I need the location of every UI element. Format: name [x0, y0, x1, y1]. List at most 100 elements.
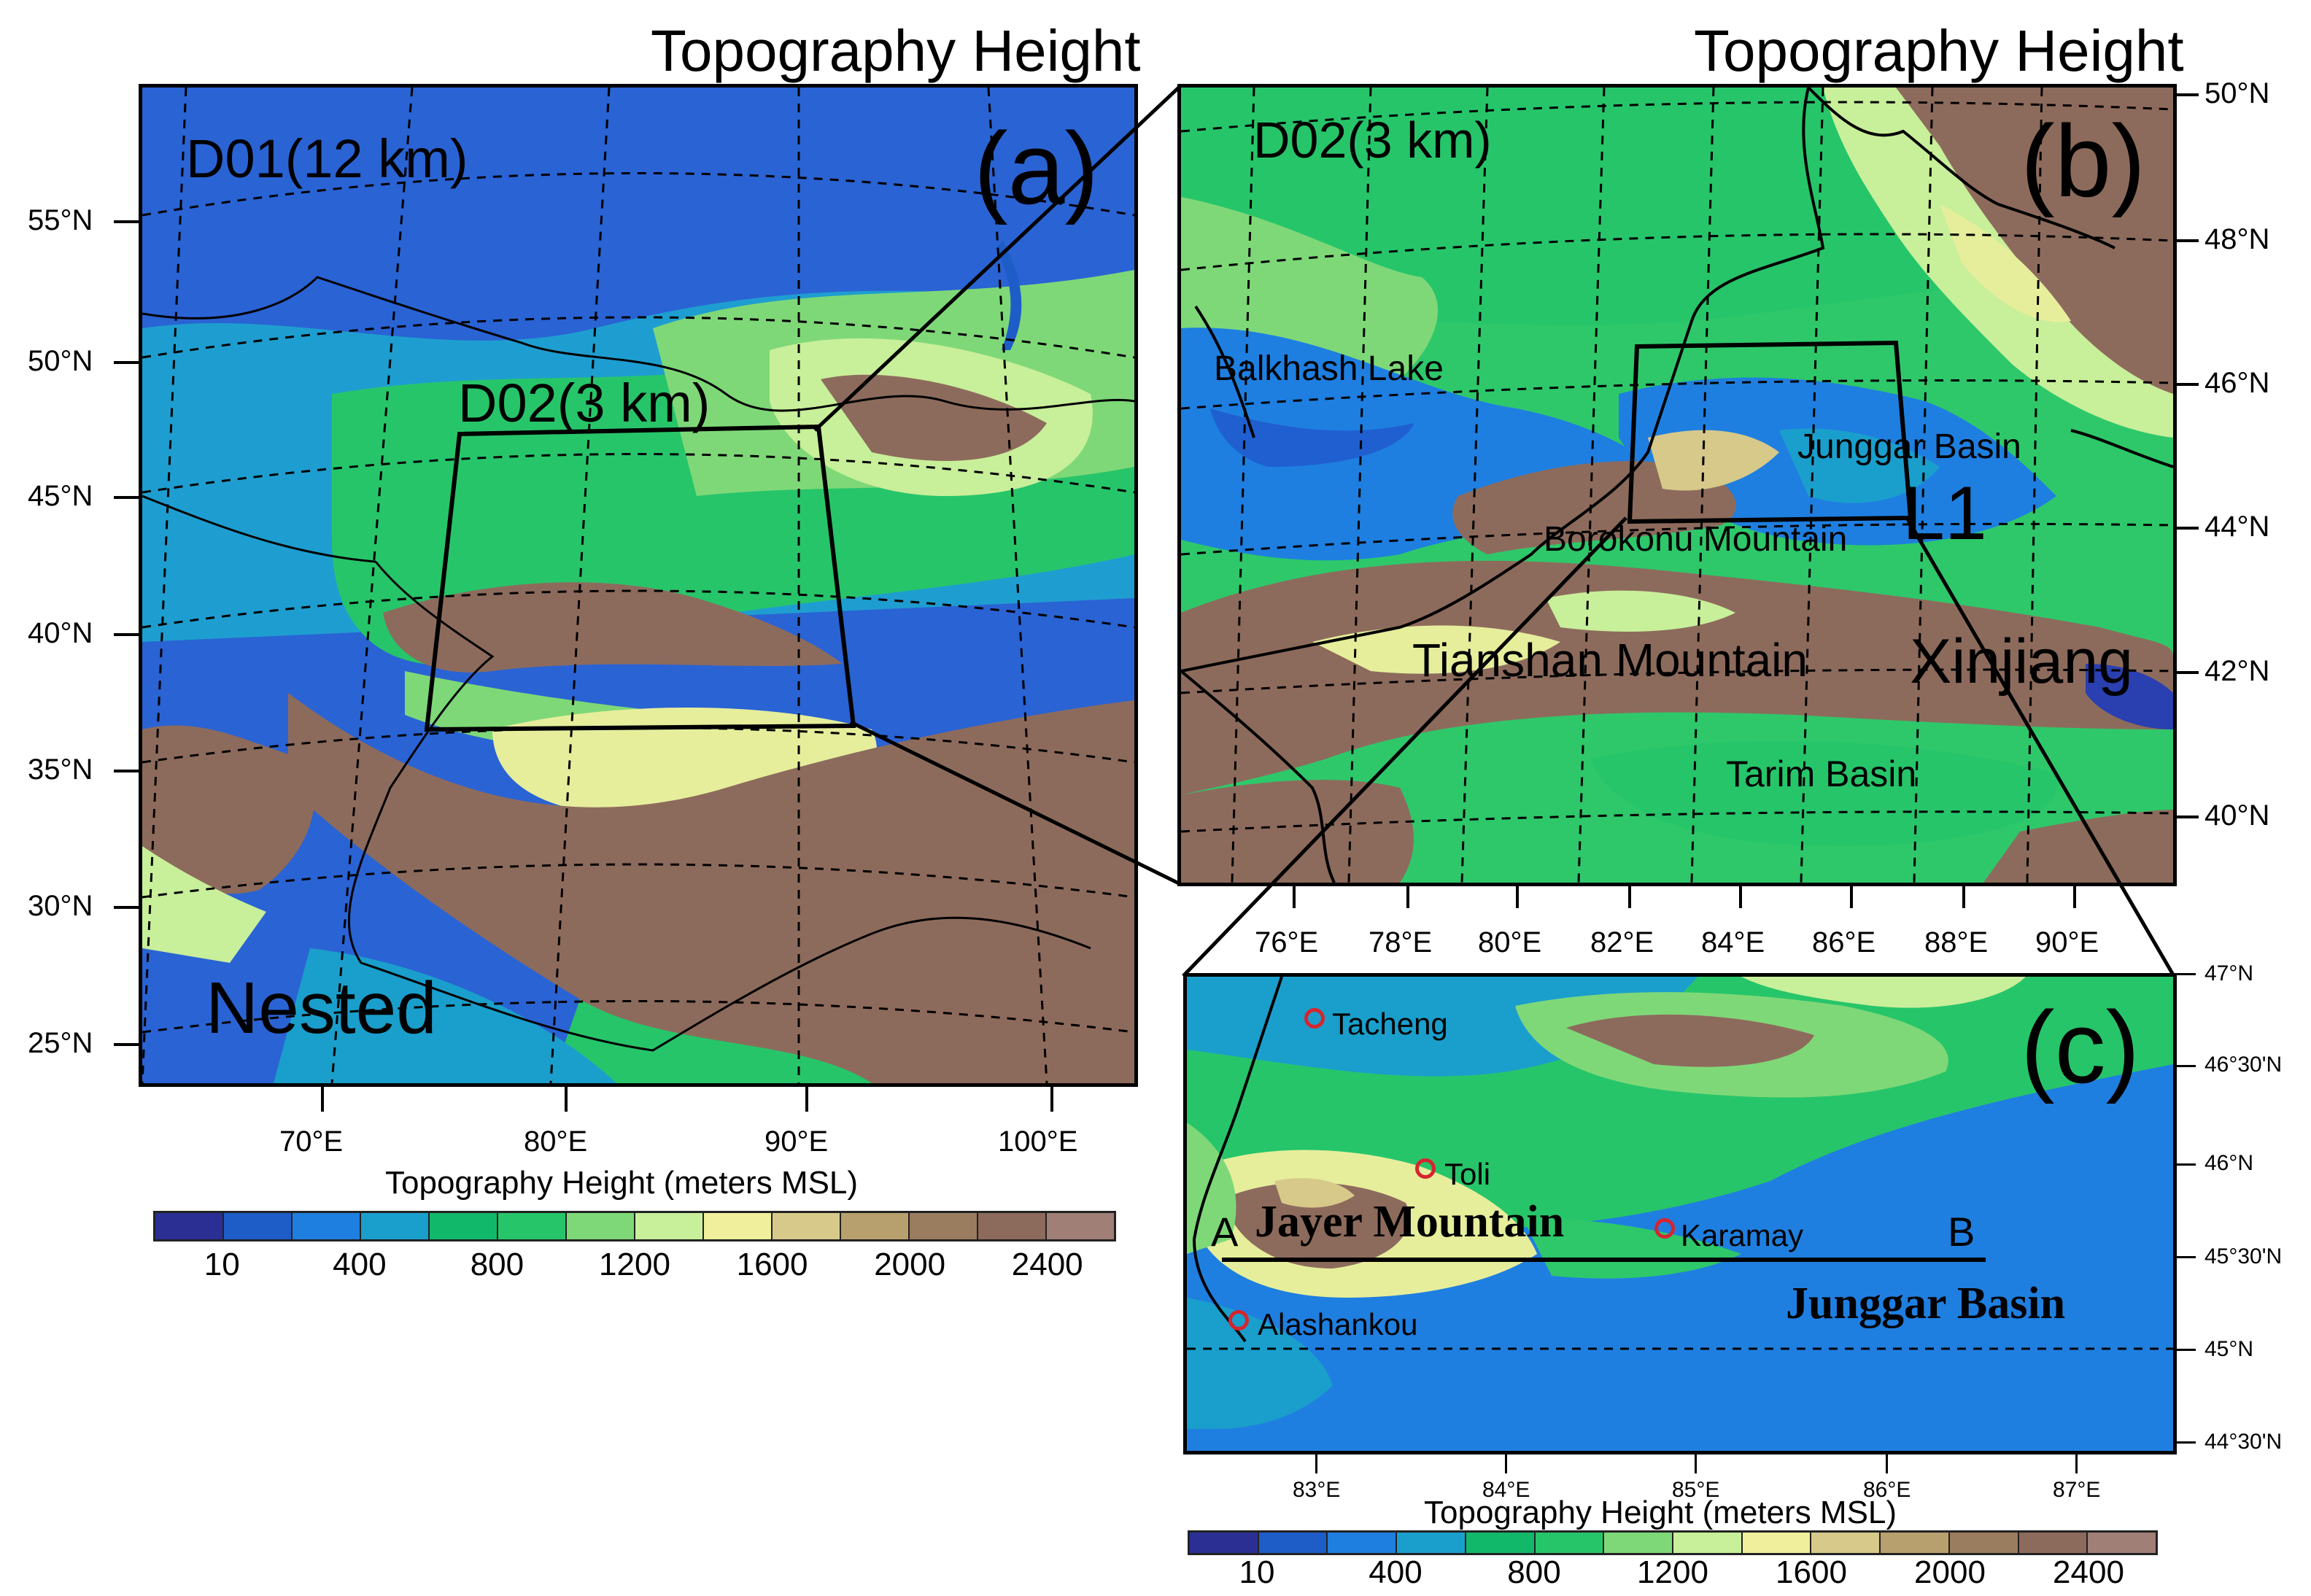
panel-a-map	[139, 84, 1138, 1087]
colorbar-c-title: Topography Height (meters MSL)	[1424, 1495, 1897, 1530]
panel-b-lat-tick: 44°N	[2204, 511, 2270, 543]
panel-b-lon-tick: 86°E	[1812, 926, 1876, 958]
panel-a-lat-tick: 55°N	[28, 204, 93, 236]
colorbar-label: 10	[1239, 1554, 1275, 1590]
panel-c-lat-tick: 46°N	[2204, 1151, 2254, 1175]
colorbar-swatch	[635, 1213, 704, 1239]
colorbar-swatch	[567, 1213, 635, 1239]
panel-b-lon-tick: 76°E	[1255, 926, 1319, 958]
panel-c-lon-tick: 83°E	[1293, 1478, 1341, 1502]
panel-b-place-tianshan: Tianshan Mountain	[1412, 634, 1808, 686]
panel-b-title: Topography Height	[1694, 18, 2184, 83]
colorbar-swatch	[361, 1213, 430, 1239]
colorbar-label: 2000	[874, 1247, 946, 1282]
panel-c-basin-label: Junggar Basin	[1786, 1279, 2066, 1328]
panel-c-lon-tick: 87°E	[2053, 1478, 2101, 1502]
station-label-karamay: Karamay	[1681, 1218, 1804, 1252]
station-marker-alashankou	[1228, 1310, 1249, 1330]
colorbar-label: 800	[1507, 1554, 1561, 1590]
colorbar-swatch	[1328, 1533, 1398, 1553]
colorbar-a	[153, 1211, 1116, 1241]
colorbar-a-title: Topography Height (meters MSL)	[385, 1165, 859, 1201]
panel-b-lon-tick: 78°E	[1369, 926, 1433, 958]
colorbar-label: 400	[333, 1247, 387, 1282]
cross-section-point-a: A	[1211, 1209, 1239, 1255]
panel-c-letter: (c)	[2021, 990, 2140, 1104]
station-label-tacheng: Tacheng	[1332, 1007, 1448, 1041]
panel-b-lon-tick: 84°E	[1701, 926, 1765, 958]
panel-a-terrain	[142, 88, 1134, 1083]
colorbar-swatch	[2088, 1533, 2156, 1553]
colorbar-swatch	[978, 1213, 1047, 1239]
colorbar-label: 400	[1369, 1554, 1422, 1590]
panel-b-place-tarim: Tarim Basin	[1726, 754, 1917, 794]
colorbar-label: 800	[470, 1247, 524, 1282]
colorbar-label: 10	[204, 1247, 240, 1282]
panel-b-lat-tick: 50°N	[2204, 77, 2270, 109]
colorbar-swatch	[1949, 1533, 2019, 1553]
colorbar-swatch	[1604, 1533, 1674, 1553]
panel-b-lon-tick: 80°E	[1478, 926, 1542, 958]
panel-c-mountain-label: Jayer Mountain	[1255, 1197, 1565, 1247]
panel-b-lon-tick: 90°E	[2035, 926, 2099, 958]
colorbar-swatch	[773, 1213, 841, 1239]
panel-a-title: Topography Height	[651, 18, 1141, 83]
panel-a-letter: (a)	[974, 111, 1099, 225]
colorbar-swatch	[1811, 1533, 1881, 1553]
colorbar-label: 1600	[1776, 1554, 1847, 1590]
colorbar-swatch	[498, 1213, 567, 1239]
panel-a-corner-label: Nested	[206, 967, 437, 1049]
station-label-alashankou: Alashankou	[1258, 1307, 1418, 1341]
panel-a-lon-tick: 70°E	[279, 1126, 344, 1158]
colorbar-label: 2000	[1914, 1554, 1986, 1590]
colorbar-label: 2400	[1011, 1247, 1083, 1282]
panel-b-box-label: L1	[1902, 471, 1987, 556]
panel-c-lat-tick: 46°30'N	[2204, 1053, 2283, 1077]
panel-b-lat-tick: 40°N	[2204, 799, 2270, 832]
colorbar-label: 2400	[2053, 1554, 2124, 1590]
colorbar-swatch	[2018, 1533, 2089, 1553]
colorbar-label: 1200	[599, 1247, 670, 1282]
panel-b-lat-tick: 46°N	[2204, 367, 2270, 399]
panel-b-lat-tick: 48°N	[2204, 223, 2270, 255]
station-marker-toli	[1415, 1158, 1436, 1179]
panel-c-lon-tick: 85°E	[1672, 1478, 1720, 1502]
panel-a-nested-box-label: D02(3 km)	[458, 373, 711, 433]
colorbar-swatch	[1258, 1533, 1328, 1553]
colorbar-swatch	[841, 1213, 910, 1239]
colorbar-swatch	[704, 1213, 773, 1239]
colorbar-swatch	[1742, 1533, 1812, 1553]
colorbar-swatch	[155, 1213, 224, 1239]
panel-a-lat-tick: 25°N	[28, 1027, 93, 1059]
panel-c-lat-tick: 45°N	[2204, 1337, 2254, 1361]
panel-a-lat-tick: 50°N	[28, 345, 93, 377]
colorbar-swatch	[224, 1213, 293, 1239]
colorbar-swatch	[1466, 1533, 1536, 1553]
panel-b-domain-label: D02(3 km)	[1253, 112, 1492, 168]
station-marker-karamay	[1654, 1218, 1675, 1239]
station-marker-tacheng	[1304, 1008, 1325, 1029]
panel-a-lat-tick: 45°N	[28, 480, 93, 512]
panel-c-lon-tick: 84°E	[1482, 1478, 1530, 1502]
colorbar-swatch	[1047, 1213, 1114, 1239]
colorbar-swatch	[1673, 1533, 1743, 1553]
colorbar-swatch	[910, 1213, 978, 1239]
panel-a-lat-tick: 35°N	[28, 754, 93, 786]
panel-a-lon-tick: 100°E	[998, 1126, 1078, 1158]
colorbar-swatch	[1881, 1533, 1950, 1553]
panel-b-lat-tick: 42°N	[2204, 655, 2270, 687]
panel-c-lon-tick: 86°E	[1863, 1478, 1911, 1502]
panel-c-lat-tick: 47°N	[2204, 961, 2254, 985]
panel-b-place-borokonu: Borokonu Mountain	[1544, 520, 1848, 559]
panel-a-lat-tick: 30°N	[28, 890, 93, 922]
panel-c-terrain	[1187, 977, 2173, 1451]
panel-b-place-xinjiang: Xinjiang	[1910, 627, 2133, 697]
colorbar-swatch	[293, 1213, 361, 1239]
panel-c-lat-tick: 45°30'N	[2204, 1244, 2283, 1268]
panel-a-domain-label: D01(12 km)	[186, 128, 468, 189]
panel-b-lon-tick: 82°E	[1590, 926, 1654, 958]
colorbar-swatch	[1535, 1533, 1605, 1553]
panel-c-lat-tick: 44°30'N	[2204, 1430, 2283, 1454]
colorbar-swatch	[1190, 1533, 1259, 1553]
station-label-toli: Toli	[1444, 1157, 1491, 1191]
